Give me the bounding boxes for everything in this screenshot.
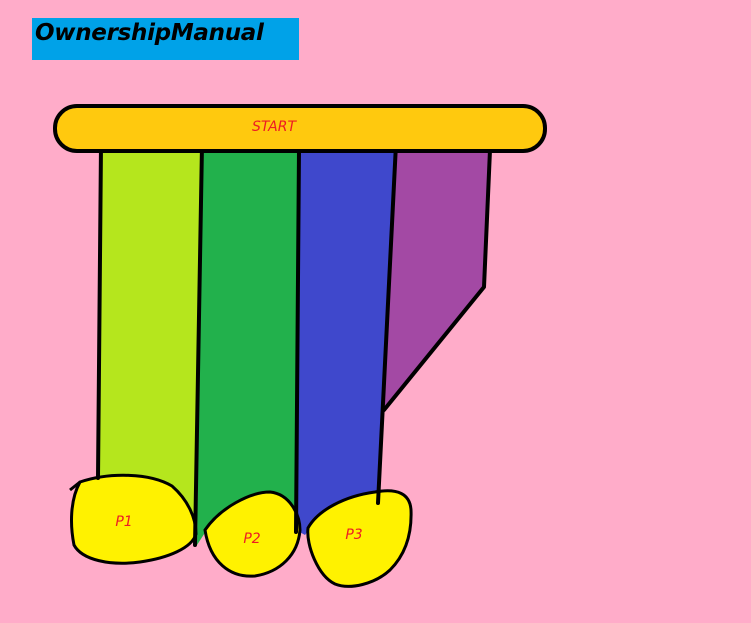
- connector-line-2: [193, 143, 204, 547]
- connector-line-3: [294, 148, 301, 534]
- node-p3: [306, 489, 413, 588]
- connector-line-4: [376, 142, 398, 505]
- title-box: OwnershipManual: [32, 18, 299, 60]
- node-p3-label: P3: [345, 527, 362, 543]
- start-label: START: [252, 119, 297, 135]
- node-p1: [70, 473, 198, 565]
- band-purple-outline: [382, 148, 492, 412]
- node-p1-tick: [69, 480, 81, 492]
- band-purple: [384, 150, 490, 410]
- diagram-title: OwnershipManual: [35, 20, 264, 46]
- band-light-green: [98, 150, 202, 545]
- node-p2-label: P2: [243, 531, 260, 547]
- node-p1-label: P1: [115, 514, 132, 530]
- start-bar: [53, 104, 547, 153]
- band-blue: [296, 150, 396, 535]
- band-green: [197, 150, 299, 545]
- node-p2: [203, 490, 302, 578]
- connector-line-1: [96, 143, 103, 480]
